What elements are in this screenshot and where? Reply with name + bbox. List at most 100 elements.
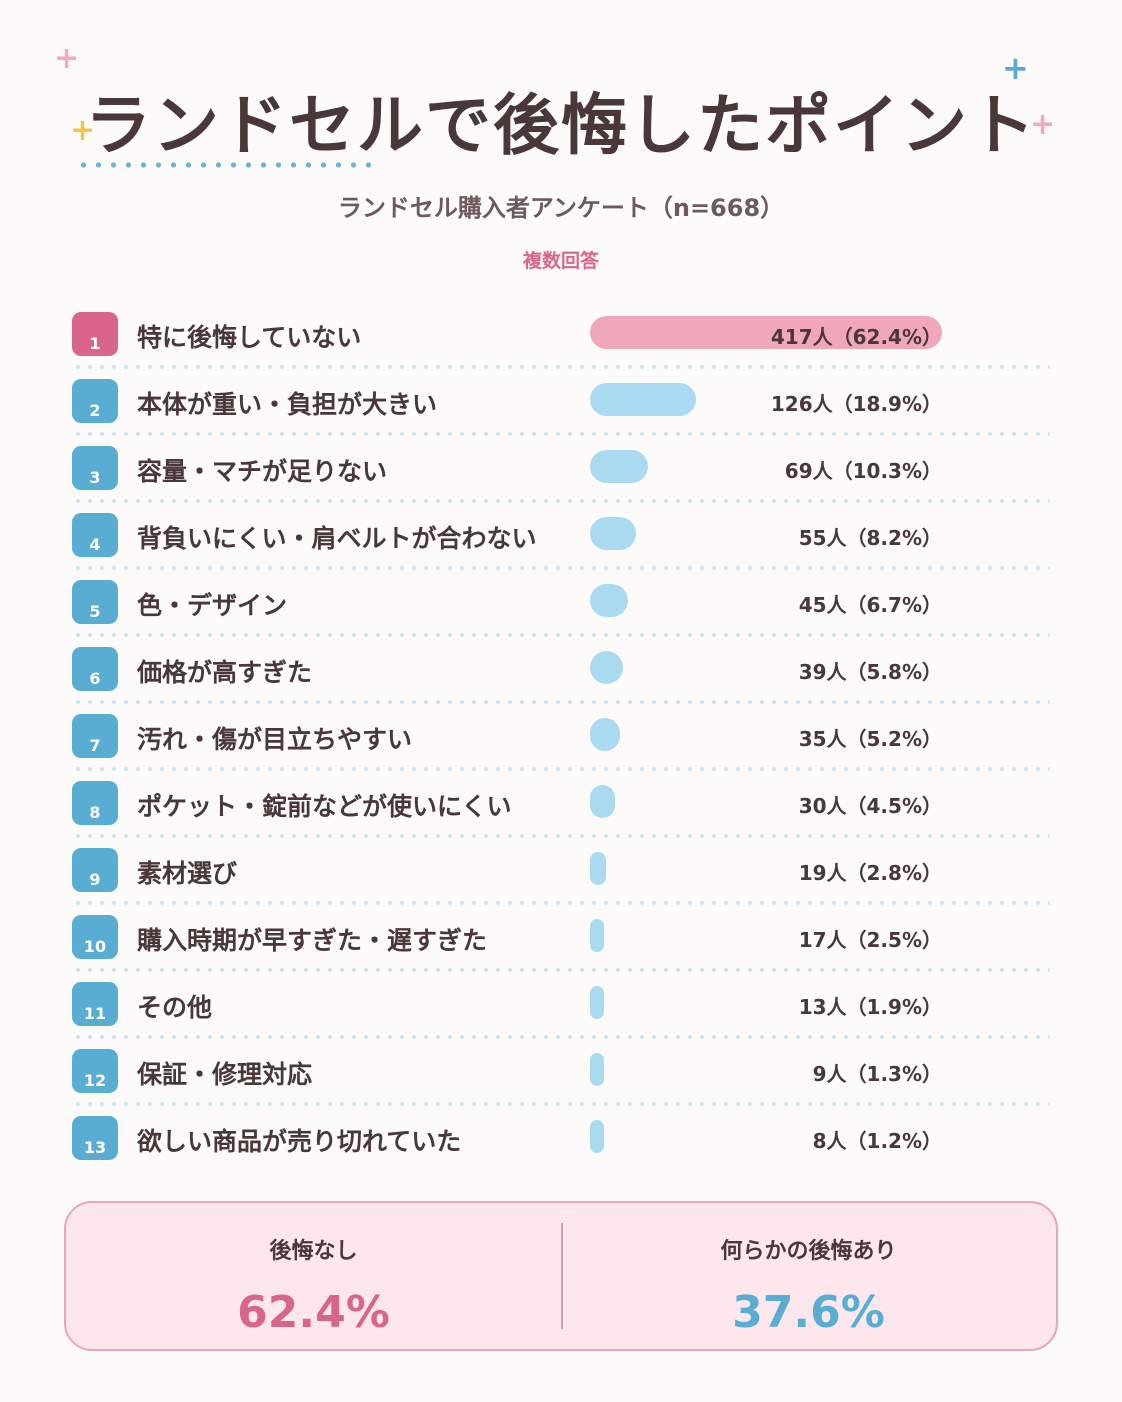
subtitle: ランドセル購入者アンケート（n=668）	[337, 194, 785, 222]
answer-note: 複数回答	[522, 250, 599, 272]
rank-badge: 7	[72, 714, 118, 758]
bar	[590, 584, 628, 617]
rank-badge: 9	[72, 848, 118, 892]
category-label: 特に後悔していない	[137, 323, 362, 352]
rank-badge: 1	[72, 312, 118, 356]
bar	[590, 1120, 604, 1153]
bar	[590, 383, 697, 416]
value-label: 417人（62.4%）	[770, 325, 942, 349]
rank-number: 6	[89, 669, 101, 688]
row-separator	[72, 1101, 1050, 1107]
rank-badge: 12	[72, 1049, 118, 1093]
row-separator	[72, 766, 1050, 772]
rank-badge: 4	[72, 513, 118, 557]
row-separator	[72, 699, 1050, 705]
bar	[590, 986, 604, 1019]
category-label: 保証・修理対応	[137, 1060, 313, 1089]
rank-number: 2	[89, 401, 101, 420]
chart-row: 8 ポケット・錠前などが使いにくい 30人（4.5%）	[0, 769, 1122, 839]
value-label: 39人（5.8%）	[798, 660, 942, 684]
chart-row: 12 保証・修理対応 9人（1.3%）	[0, 1037, 1122, 1107]
value-label: 35人（5.2%）	[798, 727, 942, 751]
rank-badge: 11	[72, 982, 118, 1026]
page-title: ランドセルで後悔したポイント	[85, 87, 1037, 164]
plus-icon: +	[54, 41, 80, 76]
chart-row: 3 容量・マチが足りない 69人（10.3%）	[0, 434, 1122, 504]
rank-badge: 3	[72, 446, 118, 490]
rank-number: 8	[89, 803, 101, 822]
rank-number: 4	[89, 535, 101, 554]
rank-badge: 8	[72, 781, 118, 825]
rank-number: 1	[89, 334, 101, 353]
bar	[590, 852, 607, 885]
value-label: 45人（6.7%）	[798, 593, 942, 617]
chart-row: 11 その他 13人（1.9%）	[0, 970, 1122, 1040]
value-label: 8人（1.2%）	[812, 1129, 942, 1153]
row-separator	[72, 632, 1050, 638]
value-label: 13人（1.9%）	[798, 995, 942, 1019]
chart-row: 10 購入時期が早すぎた・遅すぎた 17人（2.5%）	[0, 903, 1122, 973]
rank-badge: 5	[72, 580, 118, 624]
bar	[590, 316, 942, 349]
value-label: 55人（8.2%）	[798, 526, 942, 550]
chart-row: 2 本体が重い・負担が大きい 126人（18.9%）	[0, 367, 1122, 437]
category-label: 本体が重い・負担が大きい	[137, 390, 438, 419]
row-separator	[72, 431, 1050, 437]
row-separator	[72, 364, 1050, 370]
chart-row: 1 特に後悔していない 417人（62.4%）	[0, 300, 1122, 370]
value-label: 19人（2.8%）	[798, 861, 942, 885]
rank-number: 9	[89, 870, 101, 889]
rank-number: 3	[89, 468, 101, 487]
bar	[590, 517, 637, 550]
summary-label: 何らかの後悔あり	[720, 1239, 897, 1264]
value-label: 126人（18.9%）	[770, 392, 942, 416]
rank-badge: 10	[72, 915, 118, 959]
bar	[590, 450, 649, 483]
plus-icon: +	[70, 113, 96, 148]
category-label: 色・デザイン	[137, 591, 288, 620]
row-separator	[72, 833, 1050, 839]
summary-some-regret: 何らかの後悔あり 37.6%	[561, 1203, 1056, 1349]
chart-row: 7 汚れ・傷が目立ちやすい 35人（5.2%）	[0, 702, 1122, 772]
summary-divider	[561, 1223, 563, 1329]
chart-row: 6 価格が高すぎた 39人（5.8%）	[0, 635, 1122, 705]
chart-row: 4 背負いにくい・肩ベルトが合わない 55人（8.2%）	[0, 501, 1122, 571]
chart-row: 5 色・デザイン 45人（6.7%）	[0, 568, 1122, 638]
value-label: 9人（1.3%）	[812, 1062, 942, 1086]
rank-number: 11	[83, 1004, 107, 1023]
row-separator	[72, 498, 1050, 504]
rank-badge: 6	[72, 647, 118, 691]
category-label: 素材選び	[137, 859, 238, 888]
category-label: 汚れ・傷が目立ちやすい	[137, 725, 413, 754]
summary-value: 37.6%	[732, 1287, 885, 1338]
bar	[590, 919, 605, 952]
summary-box: 後悔なし 62.4% 何らかの後悔あり 37.6%	[64, 1201, 1058, 1351]
category-label: 価格が高すぎた	[137, 658, 313, 687]
value-label: 69人（10.3%）	[784, 459, 942, 483]
summary-value: 62.4%	[237, 1287, 390, 1338]
rank-number: 12	[83, 1071, 107, 1090]
rank-number: 10	[83, 937, 107, 956]
category-label: 欲しい商品が売り切れていた	[137, 1127, 462, 1156]
bar	[590, 651, 623, 684]
rank-badge: 2	[72, 379, 118, 423]
row-separator	[72, 1034, 1050, 1040]
category-label: ポケット・錠前などが使いにくい	[137, 792, 512, 821]
bar	[590, 718, 620, 751]
rank-number: 7	[89, 736, 101, 755]
summary-label: 後悔なし	[269, 1239, 358, 1264]
category-label: 背負いにくい・肩ベルトが合わない	[137, 524, 537, 553]
row-separator	[72, 967, 1050, 973]
value-label: 30人（4.5%）	[798, 794, 942, 818]
summary-no-regret: 後悔なし 62.4%	[66, 1203, 561, 1349]
plus-icon: +	[1002, 49, 1029, 87]
plus-icon: +	[1030, 107, 1056, 142]
rank-number: 5	[89, 602, 101, 621]
category-label: 購入時期が早すぎた・遅すぎた	[137, 926, 488, 955]
chart-row: 9 素材選び 19人（2.8%）	[0, 836, 1122, 906]
rank-badge: 13	[72, 1116, 118, 1160]
row-separator	[72, 565, 1050, 571]
rank-number: 13	[83, 1138, 107, 1157]
chart-row: 13 欲しい商品が売り切れていた 8人（1.2%）	[0, 1104, 1122, 1171]
value-label: 17人（2.5%）	[798, 928, 942, 952]
